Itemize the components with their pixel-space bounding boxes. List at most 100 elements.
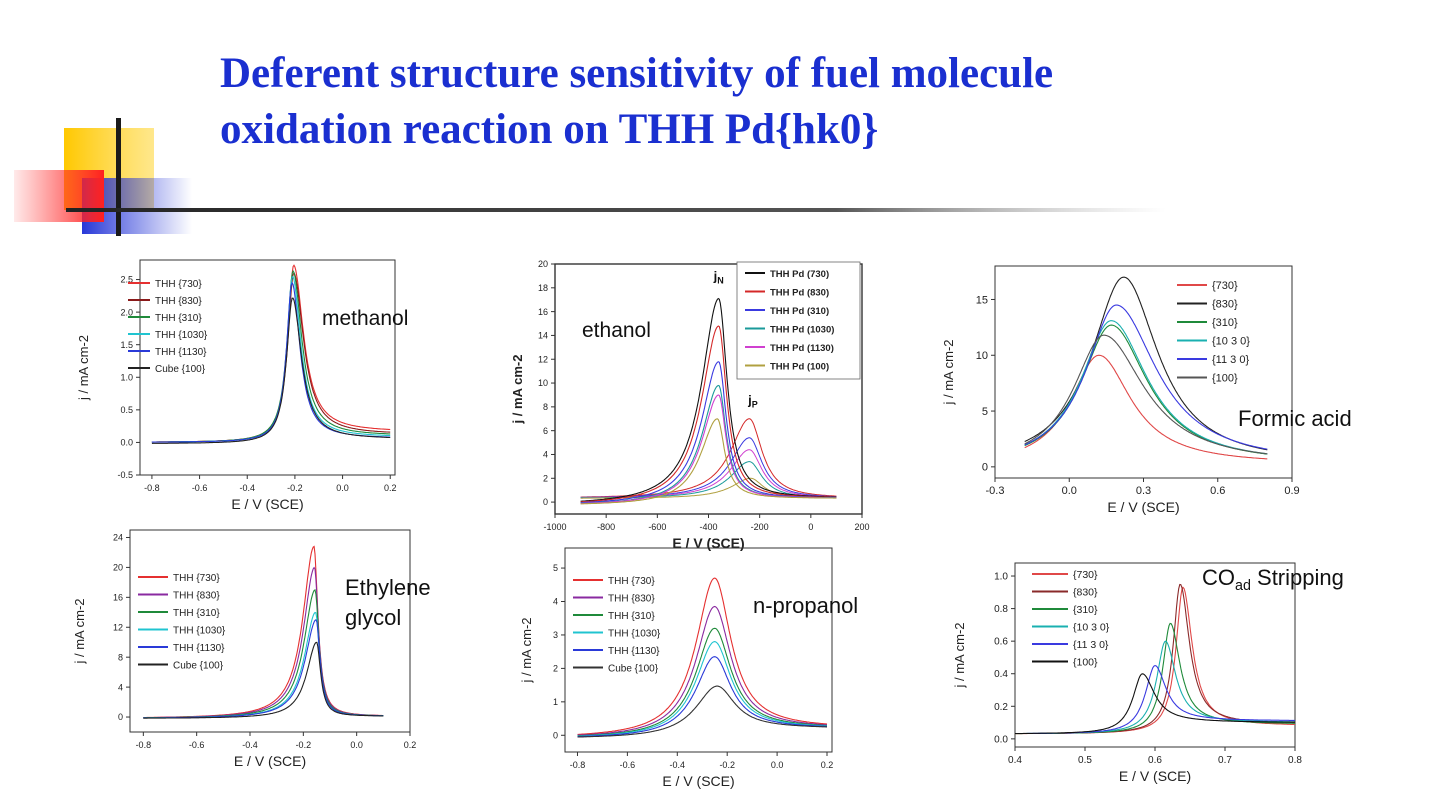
legend-label: {10 3 0} (1212, 336, 1250, 348)
series-line (580, 418, 837, 505)
x-tick-label: 0.0 (350, 740, 363, 750)
ethanol-svg: -1000 -800 -600 -400 -200 0 200 0 2 4 6 8 10 12 14 16 18… (510, 259, 870, 551)
y-tick-label: 20 (538, 259, 548, 269)
x-tick-label: -200 (751, 522, 769, 532)
x-axis-label: E / V (SCE) (234, 753, 306, 769)
x-tick-label: -0.8 (144, 483, 160, 493)
y-tick-label: -0.5 (117, 470, 133, 480)
y-tick-label: 8 (543, 402, 548, 412)
y-tick-label: 4 (118, 682, 123, 692)
y-tick-label: 0 (118, 712, 123, 722)
y-tick-label: 0.2 (994, 702, 1008, 713)
y-axis-label: j / mA cm-2 (952, 622, 967, 688)
x-tick-label: 0 (808, 522, 813, 532)
legend: THH {730} THH {830} THH {310} THH {1030} THH… (128, 279, 208, 375)
x-tick-label: 200 (854, 522, 869, 532)
x-tick-label: -1000 (543, 522, 566, 532)
series-line (1015, 622, 1295, 735)
legend-label: THH {310} (173, 608, 220, 619)
y-tick-label: 14 (538, 331, 548, 341)
series-line (580, 325, 837, 503)
y-tick-label: 5 (553, 563, 558, 573)
y-tick-label: 3 (553, 630, 558, 640)
legend-label: THH {830} (173, 591, 220, 602)
series-line (151, 297, 391, 444)
y-tick-label: 12 (538, 354, 548, 364)
ethylene-glycol-svg: -0.8 -0.6 -0.4 -0.2 0.0 0.2 0 4 8 12 16 20 24 E / V (… (72, 529, 431, 769)
x-tick-label: 0.7 (1218, 755, 1232, 766)
legend-label: {730} (1073, 569, 1098, 581)
y-tick-label: 10 (976, 350, 988, 362)
series-line (1024, 334, 1268, 455)
legend-label: THH Pd (310) (770, 306, 829, 317)
legend-label: {11 3 0} (1073, 639, 1109, 651)
formic-acid-chart: -0.3 0.0 0.3 0.6 0.9 0 5 10 15 E / V (SCE) j / mA … (935, 258, 1375, 525)
y-tick-label: 0 (982, 462, 988, 474)
y-axis-label: j / mA cm-2 (941, 339, 956, 405)
x-tick-label: -0.2 (287, 483, 303, 493)
x-tick-label: -0.6 (192, 483, 208, 493)
chart-annotation: COad Stripping (1202, 565, 1344, 594)
legend-label: THH {830} (608, 594, 655, 605)
y-tick-label: 15 (976, 294, 988, 306)
y-tick-label: 1.0 (120, 372, 133, 382)
ethanol-chart: -1000 -800 -600 -400 -200 0 200 0 2 4 6 8 10 12 14 16 18… (510, 252, 870, 565)
x-tick-label: 0.3 (1136, 485, 1151, 497)
legend-label: {830} (1212, 299, 1238, 311)
series-line (577, 656, 827, 738)
legend-label: THH {1030} (173, 626, 226, 637)
legend-label: {11 3 0} (1212, 354, 1249, 366)
x-tick-label: -0.6 (189, 740, 205, 750)
x-tick-label: -0.4 (242, 740, 258, 750)
x-tick-label: 0.2 (404, 740, 417, 750)
deco-red-square (14, 170, 104, 222)
legend-label: {100} (1073, 657, 1098, 669)
series-line (580, 297, 837, 502)
chart-annotation: Ethylene (345, 575, 431, 600)
x-tick-label: 0.0 (336, 483, 349, 493)
series-line (580, 384, 837, 504)
legend-box (736, 261, 861, 380)
legend-label: THH {310} (608, 611, 655, 622)
slide-title: Deferent structure sensitivity of fuel m… (220, 46, 1220, 158)
y-axis-label: j / mA cm-2 (519, 617, 534, 683)
legend-label: {310} (1073, 604, 1098, 616)
y-tick-label: 2 (553, 664, 558, 674)
x-axis-label: E / V (SCE) (1107, 499, 1179, 515)
legend-label: THH {730} (608, 576, 655, 587)
x-tick-label: 0.8 (1288, 755, 1302, 766)
legend-label: THH {730} (155, 279, 202, 290)
deco-horizontal-line (66, 208, 1166, 212)
slide-title-line2: oxidation reaction on THH Pd{hk0} (220, 106, 879, 153)
legend-label: Cube {100} (608, 664, 659, 675)
legend-label: {730} (1212, 280, 1238, 292)
methanol-svg: -0.8 -0.6 -0.4 -0.2 0.0 0.2 -0.5 0.0 0.5 1.0 1.5 2.… (76, 259, 408, 512)
y-tick-label: 0 (553, 730, 558, 740)
y-tick-label: 1 (553, 697, 558, 707)
series-line (577, 577, 828, 735)
y-tick-label: 16 (113, 592, 123, 602)
reverse-scan-line (580, 437, 837, 498)
methanol-chart: -0.8 -0.6 -0.4 -0.2 0.0 0.2 -0.5 0.0 0.5 1.0 1.5 2.… (70, 248, 408, 521)
x-tick-label: 0.9 (1284, 485, 1299, 497)
series-line (1024, 320, 1268, 455)
slide-decoration (14, 118, 1166, 236)
y-tick-label: 4 (543, 450, 548, 460)
y-axis-label: j / mA cm-2 (76, 335, 91, 401)
y-tick-label: 8 (118, 652, 123, 662)
legend-label: {10 3 0} (1073, 622, 1110, 634)
series-line (577, 627, 827, 737)
reverse-scan-line (580, 449, 837, 499)
y-tick-label: 0.0 (994, 734, 1008, 745)
y-tick-label: 6 (543, 426, 548, 436)
x-tick-label: 0.4 (1008, 755, 1022, 766)
co-stripping-svg: 0.4 0.5 0.6 0.7 0.8 0.0 0.2 0.4 0.6 0.8 1.0 E / V (… (952, 562, 1344, 784)
legend-label: THH {1130} (155, 347, 207, 358)
y-tick-label: 2 (543, 473, 548, 483)
chart-annotation: Formic acid (1238, 406, 1352, 431)
x-axis-label: E / V (SCE) (231, 496, 303, 512)
legend: {730} {830} {310} {10 3 0} {11 3 0} {100} (1032, 569, 1110, 669)
y-tick-label: 24 (113, 533, 123, 543)
y-tick-label: 18 (538, 283, 548, 293)
x-tick-label: -0.2 (719, 760, 735, 770)
